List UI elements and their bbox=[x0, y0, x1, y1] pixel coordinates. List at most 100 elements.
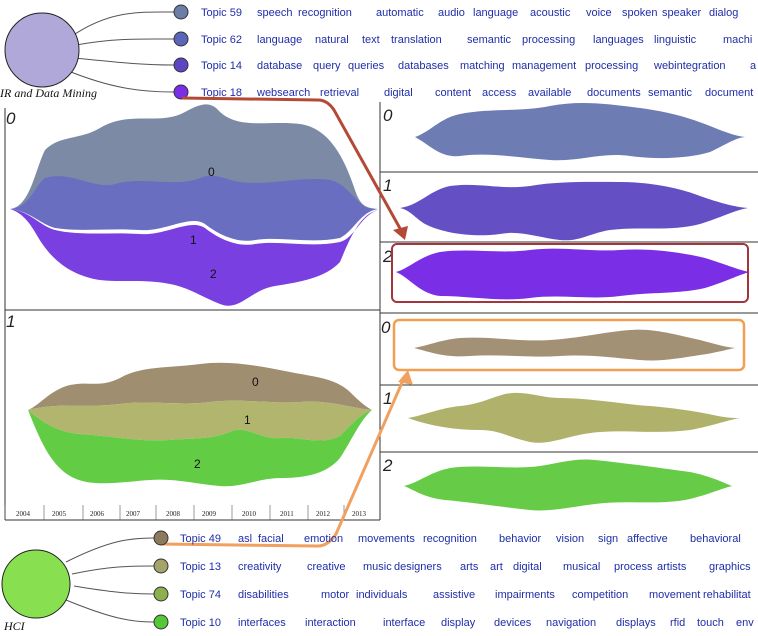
svg-text:motor: motor bbox=[321, 589, 349, 601]
topic-dot bbox=[153, 530, 169, 546]
topic-dot bbox=[173, 4, 189, 20]
topic-row-62[interactable]: Topic 62 language natural text translati… bbox=[173, 31, 752, 47]
topic-words: websearch retrieval digital content acce… bbox=[256, 87, 753, 99]
svg-text:semantic: semantic bbox=[467, 34, 512, 46]
layer-label-2: 2 bbox=[194, 457, 201, 471]
layer-label-0: 0 bbox=[208, 165, 215, 179]
right-stream-0[interactable]: 0 bbox=[383, 102, 745, 161]
topic-id: Topic 59 bbox=[201, 7, 242, 19]
year-tick: 2008 bbox=[166, 510, 181, 518]
svg-text:documents: documents bbox=[587, 87, 641, 99]
svg-text:navigation: navigation bbox=[546, 617, 596, 629]
topic-words: speech recognition automatic audio langu… bbox=[257, 7, 738, 19]
stream-shape bbox=[404, 459, 732, 511]
topic-row-74[interactable]: Topic 74 disabilities motor individuals … bbox=[153, 586, 751, 602]
panel-index: 1 bbox=[383, 176, 392, 195]
panel-index: 1 bbox=[6, 312, 15, 331]
topic-words: asl facial emotion movements recognition… bbox=[238, 533, 741, 545]
svg-text:musical: musical bbox=[563, 561, 600, 573]
svg-text:behavioral: behavioral bbox=[690, 533, 741, 545]
svg-text:displays: displays bbox=[616, 617, 656, 629]
year-tick: 2011 bbox=[280, 510, 294, 518]
topic-row-10[interactable]: Topic 10 interfaces interaction interfac… bbox=[153, 614, 754, 630]
svg-text:access: access bbox=[482, 87, 517, 99]
topic-id: Topic 14 bbox=[201, 60, 242, 72]
group-top-node[interactable] bbox=[4, 12, 80, 88]
right-stream-5[interactable]: 2 bbox=[382, 456, 732, 511]
svg-text:digital: digital bbox=[513, 561, 542, 573]
right-stream-3[interactable]: 0 bbox=[381, 318, 746, 372]
group-bottom-connectors bbox=[65, 537, 155, 623]
svg-text:env: env bbox=[736, 617, 754, 629]
topic-row-59[interactable]: Topic 59 speech recognition automatic au… bbox=[173, 4, 738, 20]
right-stream-2[interactable]: 2 bbox=[382, 243, 750, 303]
svg-text:designers: designers bbox=[394, 561, 442, 573]
topic-dot bbox=[173, 31, 189, 47]
layer-label-1: 1 bbox=[244, 413, 251, 427]
topic-words: creativity creative music designers arts… bbox=[238, 561, 751, 573]
svg-text:emotion: emotion bbox=[304, 533, 343, 545]
layer-label-0: 0 bbox=[252, 375, 259, 389]
svg-text:spoken: spoken bbox=[622, 7, 657, 19]
svg-text:webintegration: webintegration bbox=[653, 60, 726, 72]
stream-shape bbox=[415, 102, 745, 161]
group-bottom-node[interactable] bbox=[1, 549, 71, 619]
svg-text:management: management bbox=[512, 60, 576, 72]
svg-text:processing: processing bbox=[585, 60, 638, 72]
svg-text:disabilities: disabilities bbox=[238, 589, 289, 601]
stream-shape bbox=[408, 392, 740, 443]
stream-shape bbox=[400, 181, 748, 241]
right-stream-1[interactable]: 1 bbox=[383, 176, 748, 241]
topic-id: Topic 13 bbox=[180, 561, 221, 573]
svg-text:language: language bbox=[473, 7, 518, 19]
svg-text:databases: databases bbox=[398, 60, 449, 72]
svg-text:rehabilitat: rehabilitat bbox=[703, 589, 751, 601]
left-bottom-streamgraph[interactable]: 1 0 1 2 bbox=[6, 312, 372, 487]
topic-row-49[interactable]: Topic 49 asl facial emotion movements re… bbox=[153, 530, 741, 546]
svg-text:recognition: recognition bbox=[423, 533, 477, 545]
svg-text:sign: sign bbox=[598, 533, 618, 545]
svg-text:arts: arts bbox=[460, 561, 479, 573]
svg-text:audio: audio bbox=[438, 7, 465, 19]
svg-text:machi: machi bbox=[723, 34, 752, 46]
year-tick: 2004 bbox=[16, 510, 31, 518]
highlight-box-red bbox=[391, 243, 749, 303]
svg-text:database: database bbox=[257, 60, 302, 72]
svg-text:art: art bbox=[490, 561, 503, 573]
topic-row-13[interactable]: Topic 13 creativity creative music desig… bbox=[153, 558, 751, 574]
svg-text:processing: processing bbox=[522, 34, 575, 46]
topic-row-18[interactable]: Topic 18 websearch retrieval digital con… bbox=[173, 84, 753, 100]
topic-words: database query queries databases matchin… bbox=[257, 60, 757, 72]
stream-shape bbox=[414, 329, 735, 361]
panel-index: 0 bbox=[6, 109, 16, 128]
svg-text:linguistic: linguistic bbox=[654, 34, 697, 46]
group-top-label: IR and Data Mining bbox=[0, 86, 97, 100]
layer-label-2: 2 bbox=[210, 267, 217, 281]
topic-dot bbox=[153, 586, 169, 602]
panel-index: 0 bbox=[381, 318, 391, 337]
highlight-box-orange bbox=[392, 318, 746, 372]
svg-text:interface: interface bbox=[383, 617, 425, 629]
svg-text:retrieval: retrieval bbox=[320, 87, 359, 99]
topic-row-14[interactable]: Topic 14 database query queries database… bbox=[173, 57, 757, 73]
stream-layer-0 bbox=[28, 362, 372, 410]
year-tick: 2013 bbox=[352, 510, 367, 518]
svg-text:dialog: dialog bbox=[709, 7, 738, 19]
svg-text:creative: creative bbox=[307, 561, 346, 573]
year-tick: 2012 bbox=[316, 510, 331, 518]
left-top-streamgraph[interactable]: 0 0 1 2 bbox=[6, 104, 378, 306]
svg-text:process: process bbox=[614, 561, 653, 573]
group-top-connectors bbox=[65, 11, 175, 93]
topic-id: Topic 74 bbox=[180, 589, 221, 601]
topic-words: disabilities motor individuals assistive… bbox=[238, 589, 751, 601]
svg-text:automatic: automatic bbox=[376, 7, 424, 19]
svg-text:interaction: interaction bbox=[305, 617, 356, 629]
stream-layer-2 bbox=[10, 209, 378, 306]
panel-index: 2 bbox=[382, 456, 393, 475]
stream-layer-1 bbox=[28, 400, 372, 441]
right-stream-4[interactable]: 1 bbox=[383, 389, 740, 443]
svg-text:matching: matching bbox=[460, 60, 505, 72]
panel-index: 2 bbox=[382, 247, 393, 266]
svg-text:vision: vision bbox=[556, 533, 584, 545]
